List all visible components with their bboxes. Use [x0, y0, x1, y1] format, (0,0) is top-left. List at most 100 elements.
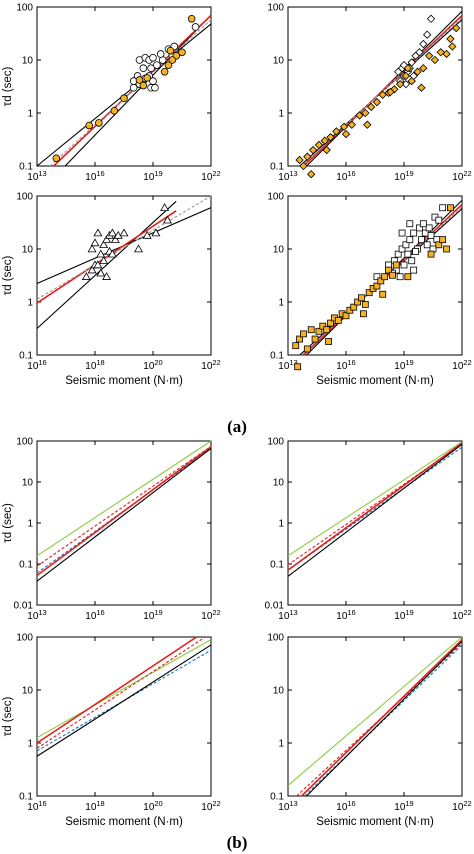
data-point — [149, 54, 157, 62]
data-point — [149, 77, 157, 85]
data-point — [135, 76, 144, 84]
x-tick-label: 1019 — [143, 608, 162, 622]
data-point — [396, 273, 404, 281]
y-tick-label: 10 — [273, 686, 285, 697]
data-point — [295, 155, 304, 165]
regression-line — [36, 200, 177, 329]
data-point — [156, 50, 165, 58]
data-point — [400, 261, 408, 269]
x-tick-label: 1019 — [143, 169, 162, 183]
regression-line — [49, 19, 212, 167]
y-tick-label: 0.1 — [19, 351, 33, 362]
x-tick-label: 1022 — [201, 608, 220, 622]
y-tick-label: 10 — [273, 56, 285, 67]
x-tick-label: 1016 — [27, 358, 46, 372]
data-point — [407, 76, 416, 86]
y-tick-label: 100 — [16, 437, 33, 448]
data-point — [390, 85, 399, 94]
x-tick-label: 1018 — [85, 799, 104, 813]
regression-line — [306, 640, 463, 797]
regression-line — [36, 210, 177, 304]
x-tick-label: 1013 — [27, 608, 46, 622]
y-tick-label: 0.1 — [270, 792, 284, 803]
data-point — [303, 152, 312, 161]
data-point — [90, 238, 100, 247]
data-point — [401, 71, 411, 81]
data-point — [401, 79, 411, 89]
data-point — [355, 111, 364, 120]
data-point — [404, 273, 412, 281]
panel-a-top-left: 0.1 1 10 100 1013 1016 1019 1022 τd (sec) — [2, 3, 221, 184]
x-axis-label: Seismic moment (N·m) — [316, 816, 434, 828]
y-tick-label: 0.1 — [19, 560, 33, 571]
data-point — [320, 136, 329, 145]
x-tick-label: 1016 — [336, 608, 355, 622]
data-point — [402, 241, 410, 249]
y-tick-label: 100 — [16, 633, 33, 644]
y-tick-label: 1 — [278, 109, 284, 120]
data-point — [361, 301, 369, 308]
panel-b-bottom-right: 0.1 1 10 100 1013 1016 1019 1022 Seismic moment … — [267, 633, 471, 829]
x-tick-label: 1019 — [394, 799, 413, 813]
x-tick-label: 1016 — [85, 608, 104, 622]
data-point — [327, 319, 334, 327]
data-point — [319, 322, 327, 330]
data-point — [419, 64, 428, 73]
data-point — [408, 257, 416, 265]
x-tick-label: 1019 — [394, 169, 413, 183]
data-point — [425, 224, 433, 232]
data-point — [325, 338, 333, 345]
x-tick-label: 1022 — [452, 169, 471, 183]
y-axis-label: τd (sec) — [2, 66, 14, 106]
data-point — [191, 23, 200, 31]
data-point — [296, 335, 304, 343]
data-point — [394, 67, 403, 76]
panel-b-top-left: 0.01 0.1 1 10 100 1013 1016 1019 1022 τd (sec) — [2, 437, 221, 623]
data-point — [423, 241, 431, 249]
regression-line — [287, 441, 463, 557]
plot-frame — [287, 6, 463, 167]
plot-frame — [287, 636, 463, 797]
data-point — [386, 87, 395, 97]
data-point — [332, 127, 341, 136]
data-point — [398, 245, 406, 253]
data-point — [107, 249, 117, 258]
y-axis-label: τd (sec) — [2, 696, 14, 736]
data-point — [372, 98, 382, 107]
data-point — [102, 272, 112, 280]
data-point — [398, 229, 406, 237]
data-point — [419, 220, 427, 228]
data-point — [294, 363, 302, 371]
data-point — [178, 48, 186, 57]
data-point — [366, 102, 376, 112]
data-point — [292, 342, 300, 350]
data-point — [381, 273, 389, 281]
y-tick-label: 0.1 — [19, 792, 33, 803]
data-point — [129, 83, 138, 92]
data-point — [139, 81, 148, 90]
data-point — [323, 326, 331, 334]
data-point — [107, 228, 117, 237]
data-point — [406, 220, 414, 228]
data-point — [93, 228, 103, 237]
data-point — [120, 94, 128, 103]
data-point — [435, 241, 443, 249]
regression-line — [36, 445, 212, 567]
data-point — [410, 229, 418, 237]
y-tick-label: 1 — [27, 519, 33, 530]
data-point — [308, 145, 318, 155]
panel-b-bottom-left: 0.1 1 10 100 1016 1018 1020 1022 τd (sec) Seismic… — [2, 633, 221, 829]
y-tick-label: 10 — [273, 478, 285, 489]
data-point — [417, 236, 425, 244]
y-tick-label: 0.1 — [270, 162, 284, 173]
y-tick-label: 100 — [16, 192, 33, 203]
y-tick-label: 10 — [22, 56, 34, 67]
figure-label-b: (b) — [227, 833, 248, 852]
data-point — [99, 240, 109, 249]
regression-line — [36, 447, 212, 582]
regression-line — [36, 195, 212, 300]
data-point — [417, 83, 426, 92]
data-point — [342, 312, 350, 320]
x-tick-label: 1022 — [452, 358, 471, 372]
